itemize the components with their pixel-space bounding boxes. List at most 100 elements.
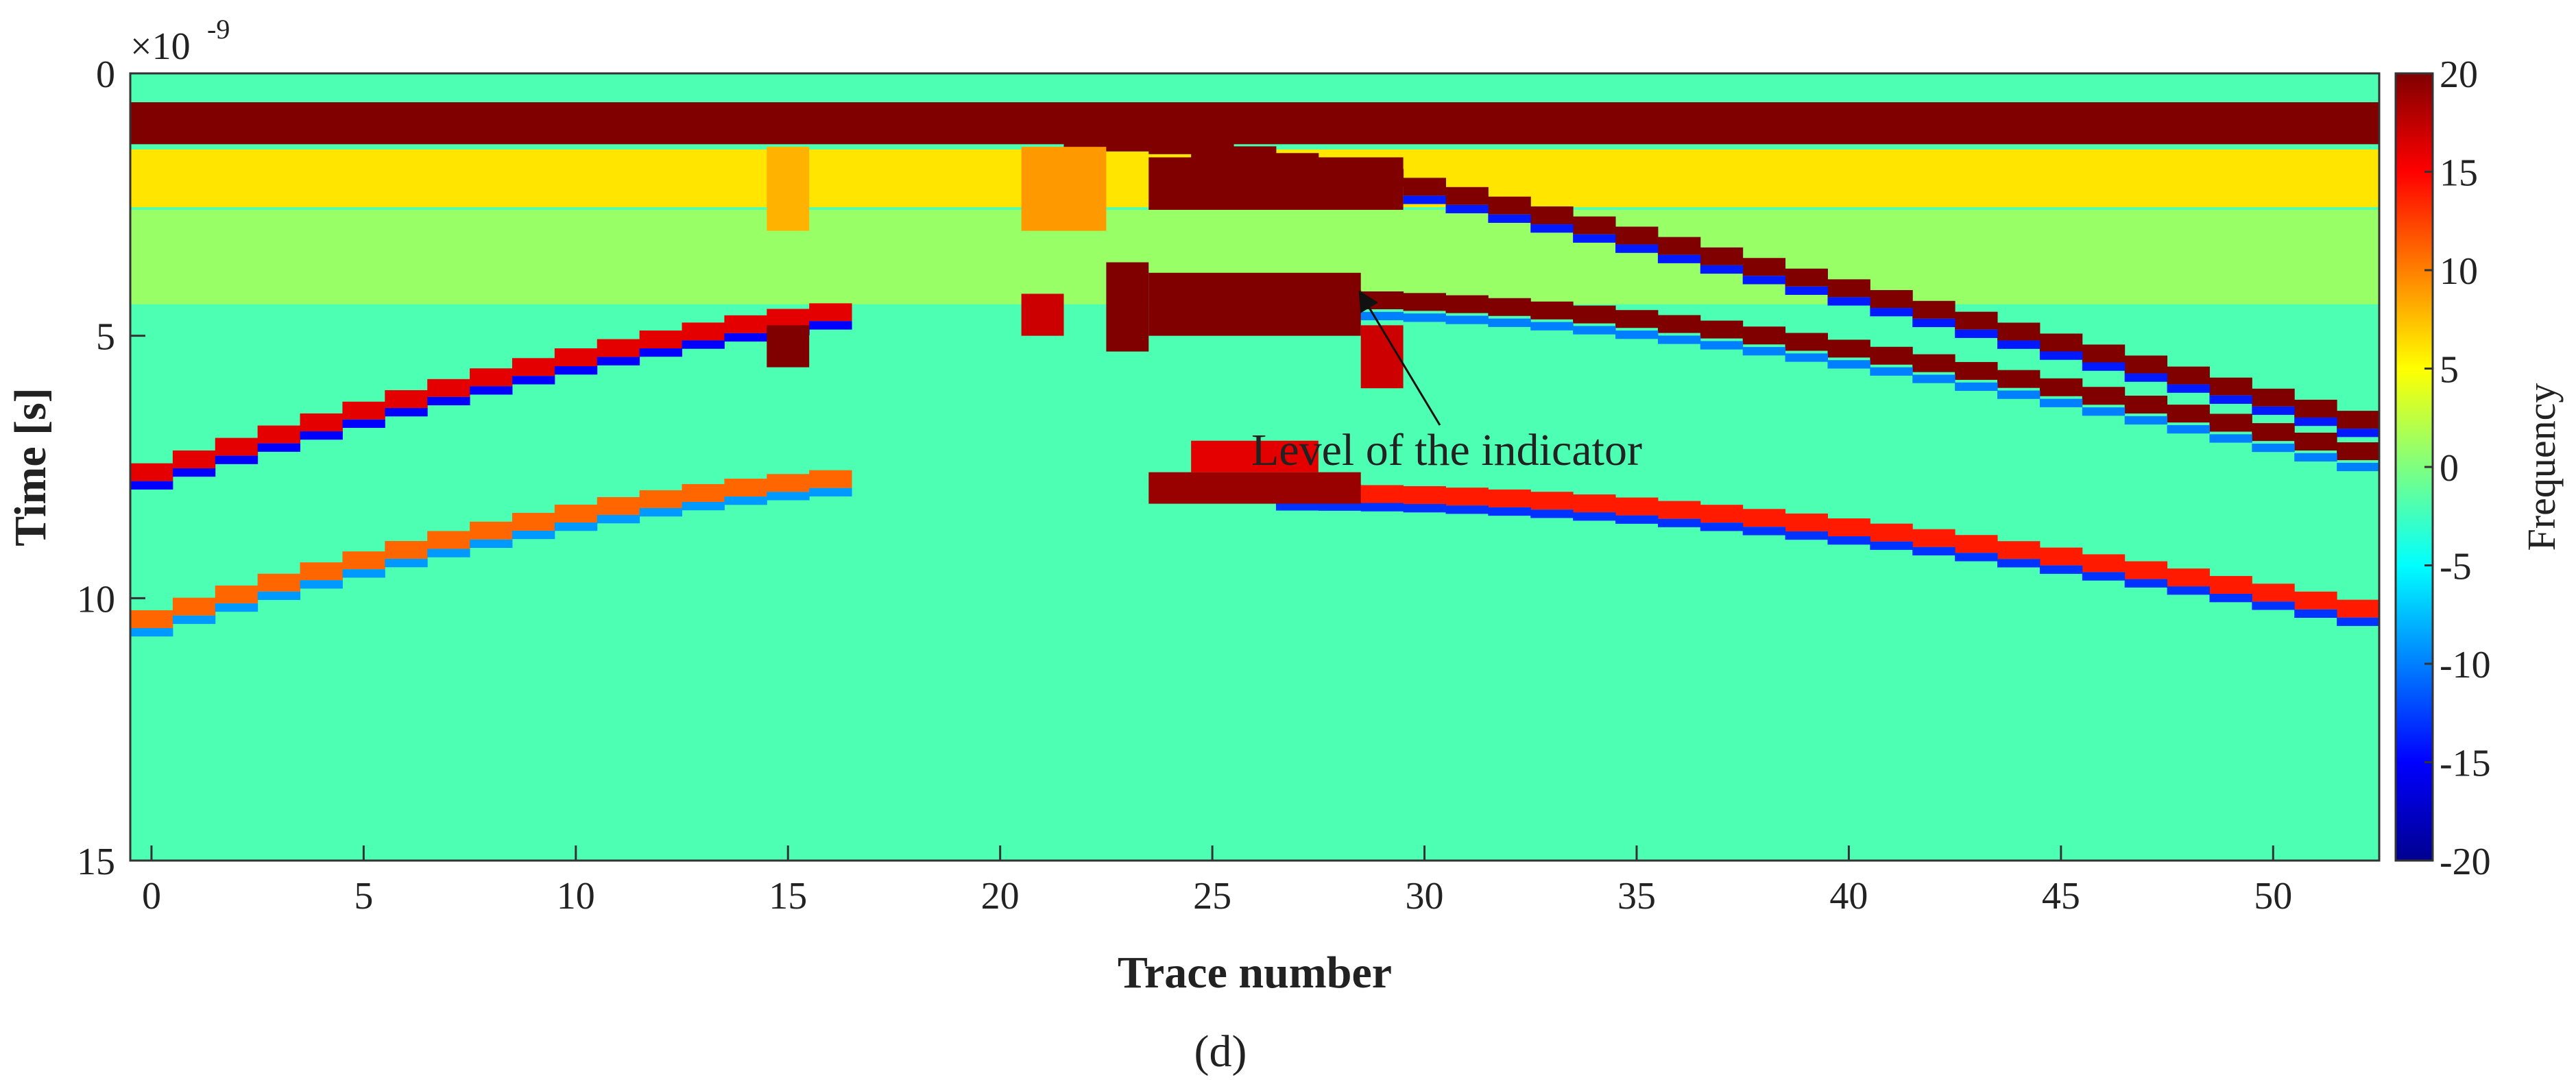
heatmap-block: [1191, 440, 1319, 472]
heatmap-cell: [2294, 417, 2337, 427]
heatmap-cell: [2124, 355, 2168, 374]
x-tick-label: 10: [557, 875, 595, 917]
heatmap-cell: [1191, 141, 1234, 159]
heatmap-cell: [130, 627, 173, 637]
heatmap-cell: [2337, 442, 2380, 461]
heatmap-cell: [1870, 523, 1913, 542]
heatmap-block: [767, 147, 810, 231]
heatmap-cell: [1742, 347, 1786, 356]
heatmap-cell: [2039, 565, 2083, 574]
heatmap-cell: [1700, 523, 1744, 531]
heatmap-cell: [1318, 502, 1362, 511]
x-tick-label: 30: [1406, 875, 1444, 917]
heatmap-cell: [130, 463, 173, 481]
heatmap-cell: [1997, 559, 2041, 568]
heatmap-cell: [1955, 361, 1998, 380]
heatmap-cell: [2294, 399, 2337, 418]
heatmap-cell: [1615, 310, 1659, 328]
heatmap-cell: [172, 615, 216, 624]
heatmap-cell: [470, 386, 513, 395]
heatmap-cell: [215, 437, 258, 456]
heatmap-cell: [767, 492, 810, 501]
heatmap-cell: [2337, 617, 2380, 626]
heatmap-cell: [1573, 326, 1616, 335]
heatmap-cell: [1700, 320, 1744, 339]
heatmap-cell: [1573, 512, 1616, 521]
heatmap-cell: [257, 591, 301, 600]
heatmap-cell: [724, 315, 767, 333]
heatmap-cell: [2209, 575, 2252, 594]
heatmap-cell: [1912, 318, 1955, 328]
heatmap-cell: [342, 401, 385, 420]
heatmap-cell: [1615, 331, 1659, 339]
heatmap-cell: [724, 479, 767, 497]
heatmap-cell: [1488, 196, 1531, 215]
heatmap-cell: [1445, 505, 1489, 514]
heatmap-cell: [1700, 505, 1744, 523]
heatmap-cell: [1360, 485, 1404, 503]
heatmap-cell: [597, 357, 640, 365]
heatmap-block: [1021, 147, 1107, 231]
heatmap-cell: [2167, 405, 2210, 423]
heatmap-cell: [639, 348, 683, 357]
heatmap-cell: [1700, 247, 1744, 265]
heatmap-cell: [2337, 411, 2380, 429]
heatmap-cell: [1912, 354, 1955, 372]
heatmap-cell: [1403, 293, 1446, 311]
colorbar-tick-label: 0: [2440, 447, 2459, 490]
heatmap-cell: [2209, 593, 2252, 603]
heatmap-cell: [427, 549, 470, 557]
heatmap-cell: [2294, 432, 2337, 451]
x-tick-label: 35: [1617, 875, 1656, 917]
heatmap-cell: [2252, 584, 2295, 602]
heatmap-cell: [1742, 326, 1786, 345]
heatmap-cell: [1955, 311, 1998, 330]
heatmap-cell: [1615, 515, 1659, 524]
heatmap-cell: [1870, 541, 1913, 550]
heatmap-cell: [1912, 300, 1955, 319]
y-exponent-power: -9: [207, 14, 230, 45]
heatmap-block: [1021, 293, 1064, 336]
heatmap-cell: [2124, 579, 2168, 588]
x-tick-label: 50: [2254, 875, 2292, 917]
heatmap-cell: [1785, 513, 1828, 531]
heatmap-cell: [1657, 518, 1701, 527]
heatmap-cell: [639, 330, 683, 349]
heatmap-block: [1148, 472, 1361, 504]
heatmap-cell: [1742, 276, 1786, 285]
heatmap-cell: [1955, 329, 1998, 338]
heatmap-cell: [1997, 390, 2041, 399]
colorbar-tick-label: -10: [2440, 644, 2491, 686]
x-tick-label: 5: [354, 875, 373, 917]
heatmap-cell: [130, 481, 173, 490]
heatmap-cell: [1785, 353, 1828, 362]
heatmap-cell: [1870, 346, 1913, 365]
heatmap-cell: [1827, 536, 1870, 545]
heatmap-cell: [511, 530, 555, 540]
colorbar-tick-label: 15: [2440, 152, 2478, 195]
heatmap-cell: [639, 507, 683, 517]
heatmap-cell: [682, 340, 725, 349]
heatmap-cell: [1530, 301, 1574, 320]
heatmap-cell: [2294, 453, 2337, 462]
heatmap-cell: [2252, 443, 2295, 453]
y-axis-title: Time [s]: [5, 387, 56, 547]
heatmap-cell: [2294, 609, 2337, 619]
x-axis: 0 5 10 15 20 25 30 35 40 45 50: [142, 845, 2292, 917]
heatmap-plot: [130, 73, 2380, 861]
heatmap-cell: [597, 514, 640, 524]
panel-caption: (d): [1194, 1027, 1247, 1077]
heatmap-cell: [427, 396, 470, 406]
heatmap-cell: [1742, 509, 1786, 527]
heatmap-cell: [2252, 423, 2295, 442]
heatmap-cell: [257, 425, 301, 444]
heatmap-cell: [2124, 561, 2168, 579]
heatmap-cell: [257, 443, 301, 452]
heatmap-cell: [1445, 295, 1489, 313]
heatmap-cell: [2337, 599, 2380, 618]
heatmap-cell: [1360, 503, 1404, 512]
heatmap-cell: [2209, 434, 2252, 443]
heatmap-cell: [300, 431, 343, 440]
heatmap-cell: [2167, 568, 2210, 587]
heatmap-cell: [427, 531, 470, 549]
